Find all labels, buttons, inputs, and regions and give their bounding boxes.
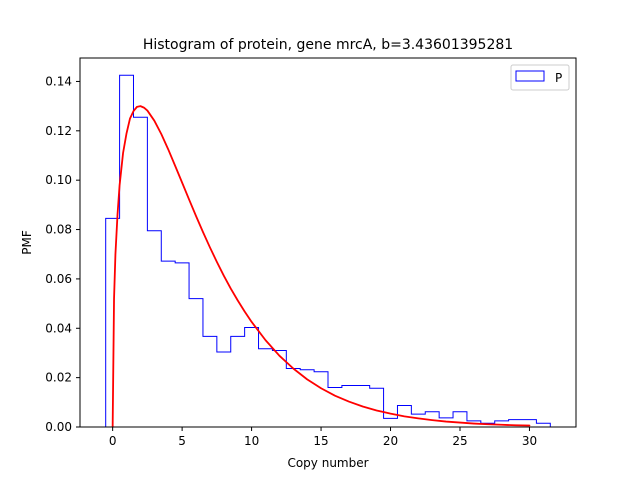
y-tick-label: 0.10 (45, 173, 72, 187)
x-tick-label: 0 (109, 434, 117, 448)
fit-curve-line (111, 105, 531, 428)
legend: P (510, 64, 570, 91)
y-axis-ticks: 0.00 0.02 0.04 0.06 0.08 0.10 0.12 0.14 (45, 74, 80, 434)
x-axis-ticks: 0 5 10 15 20 25 30 (109, 427, 537, 448)
y-tick-label: 0.14 (45, 74, 72, 88)
legend-swatch-p (515, 70, 545, 82)
histogram-outline (105, 74, 551, 427)
x-tick-label: 20 (383, 434, 398, 448)
legend-label-p: P (555, 71, 562, 85)
y-tick-label: 0.08 (45, 223, 72, 237)
y-tick-label: 0.12 (45, 124, 72, 138)
histogram-series (105, 74, 551, 427)
y-axis-label: PMF (20, 230, 34, 255)
plot-frame (79, 57, 577, 428)
plot-area (80, 58, 576, 427)
x-tick-label: 15 (313, 434, 328, 448)
x-tick-label: 25 (452, 434, 467, 448)
x-tick-label: 5 (178, 434, 186, 448)
y-tick-label: 0.02 (45, 371, 72, 385)
x-tick-label: 10 (244, 434, 259, 448)
y-tick-label: 0.06 (45, 272, 72, 286)
x-axis-label: Copy number (287, 456, 368, 470)
y-tick-label: 0.00 (45, 420, 72, 434)
chart-title: Histogram of protein, gene mrcA, b=3.436… (143, 37, 513, 53)
y-tick-label: 0.04 (45, 321, 72, 335)
fit-curve-series (111, 105, 531, 428)
x-tick-label: 30 (522, 434, 537, 448)
